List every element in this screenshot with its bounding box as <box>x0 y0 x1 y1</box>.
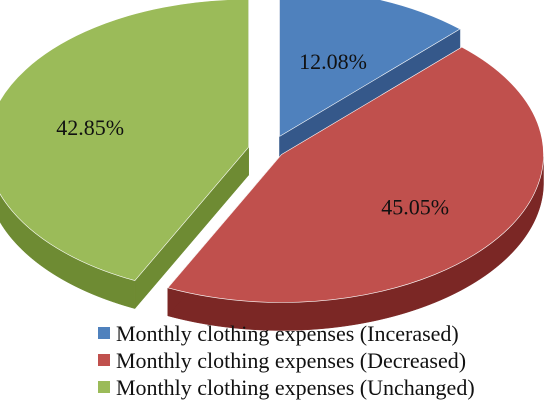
pie-slices <box>0 0 544 331</box>
data-label-decreased: 45.05% <box>381 195 449 220</box>
pie-slice-incerased <box>279 0 461 137</box>
legend-swatch <box>98 381 110 393</box>
data-label-unchanged: 42.85% <box>56 115 124 140</box>
legend-swatch <box>98 354 110 366</box>
legend-label: Monthly clothing expenses (Decreased) <box>116 348 466 373</box>
chart-legend: Monthly clothing expenses (Incerased)Mon… <box>98 321 475 400</box>
data-label-incerased: 12.08% <box>299 49 367 74</box>
legend-label: Monthly clothing expenses (Incerased) <box>116 321 459 346</box>
pie-slice-unchanged <box>0 0 249 281</box>
legend-item-unchanged: Monthly clothing expenses (Unchanged) <box>98 375 475 400</box>
legend-item-incerased: Monthly clothing expenses (Incerased) <box>98 321 459 346</box>
pie-slice-decreased <box>167 46 544 303</box>
legend-swatch <box>98 327 110 339</box>
pie-labels: 12.08% 45.05% 42.85% <box>56 49 449 220</box>
legend-item-decreased: Monthly clothing expenses (Decreased) <box>98 348 466 373</box>
legend-label: Monthly clothing expenses (Unchanged) <box>116 375 475 400</box>
